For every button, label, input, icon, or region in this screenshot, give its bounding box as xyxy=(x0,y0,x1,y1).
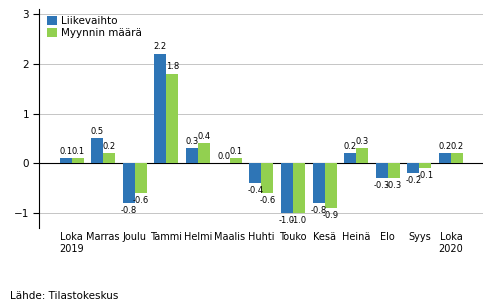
Bar xyxy=(261,163,273,193)
Bar xyxy=(439,154,451,163)
Text: 0.2: 0.2 xyxy=(438,142,452,151)
Text: 0.2: 0.2 xyxy=(103,142,116,151)
Bar xyxy=(376,163,387,178)
Text: -1.0: -1.0 xyxy=(291,216,307,225)
Bar xyxy=(167,74,178,163)
Bar xyxy=(186,148,198,163)
Bar xyxy=(407,163,420,173)
Bar xyxy=(249,163,261,183)
Text: 0.4: 0.4 xyxy=(198,132,211,141)
Bar xyxy=(91,138,103,163)
Bar xyxy=(230,158,242,163)
Bar xyxy=(198,143,210,163)
Text: -0.9: -0.9 xyxy=(322,211,339,219)
Text: -0.6: -0.6 xyxy=(259,196,276,205)
Bar xyxy=(71,158,84,163)
Bar xyxy=(154,54,167,163)
Text: -1.0: -1.0 xyxy=(279,216,295,225)
Bar xyxy=(135,163,147,193)
Bar xyxy=(293,163,305,213)
Bar xyxy=(356,148,368,163)
Bar xyxy=(344,154,356,163)
Text: 0.5: 0.5 xyxy=(91,127,104,136)
Text: -0.1: -0.1 xyxy=(417,171,433,180)
Bar xyxy=(324,163,337,208)
Text: -0.2: -0.2 xyxy=(405,176,422,185)
Text: 0.2: 0.2 xyxy=(344,142,356,151)
Text: -0.6: -0.6 xyxy=(133,196,149,205)
Text: 0.1: 0.1 xyxy=(229,147,242,156)
Text: 2.2: 2.2 xyxy=(154,42,167,51)
Text: -0.3: -0.3 xyxy=(374,181,390,190)
Text: 0.0: 0.0 xyxy=(217,152,230,161)
Text: 1.8: 1.8 xyxy=(166,62,179,71)
Bar xyxy=(313,163,324,203)
Text: 0.1: 0.1 xyxy=(71,147,84,156)
Text: -0.8: -0.8 xyxy=(121,206,137,215)
Text: -0.8: -0.8 xyxy=(311,206,327,215)
Bar xyxy=(123,163,135,203)
Text: 0.3: 0.3 xyxy=(355,137,369,146)
Legend: Liikevaihto, Myynnin määrä: Liikevaihto, Myynnin määrä xyxy=(45,14,144,40)
Bar xyxy=(60,158,71,163)
Text: -0.3: -0.3 xyxy=(386,181,402,190)
Text: -0.4: -0.4 xyxy=(247,186,263,195)
Bar xyxy=(451,154,463,163)
Bar xyxy=(420,163,431,168)
Text: 0.2: 0.2 xyxy=(451,142,463,151)
Bar xyxy=(387,163,400,178)
Text: Lähde: Tilastokeskus: Lähde: Tilastokeskus xyxy=(10,291,118,301)
Text: 0.1: 0.1 xyxy=(59,147,72,156)
Text: 0.3: 0.3 xyxy=(185,137,199,146)
Bar xyxy=(103,154,115,163)
Bar xyxy=(281,163,293,213)
